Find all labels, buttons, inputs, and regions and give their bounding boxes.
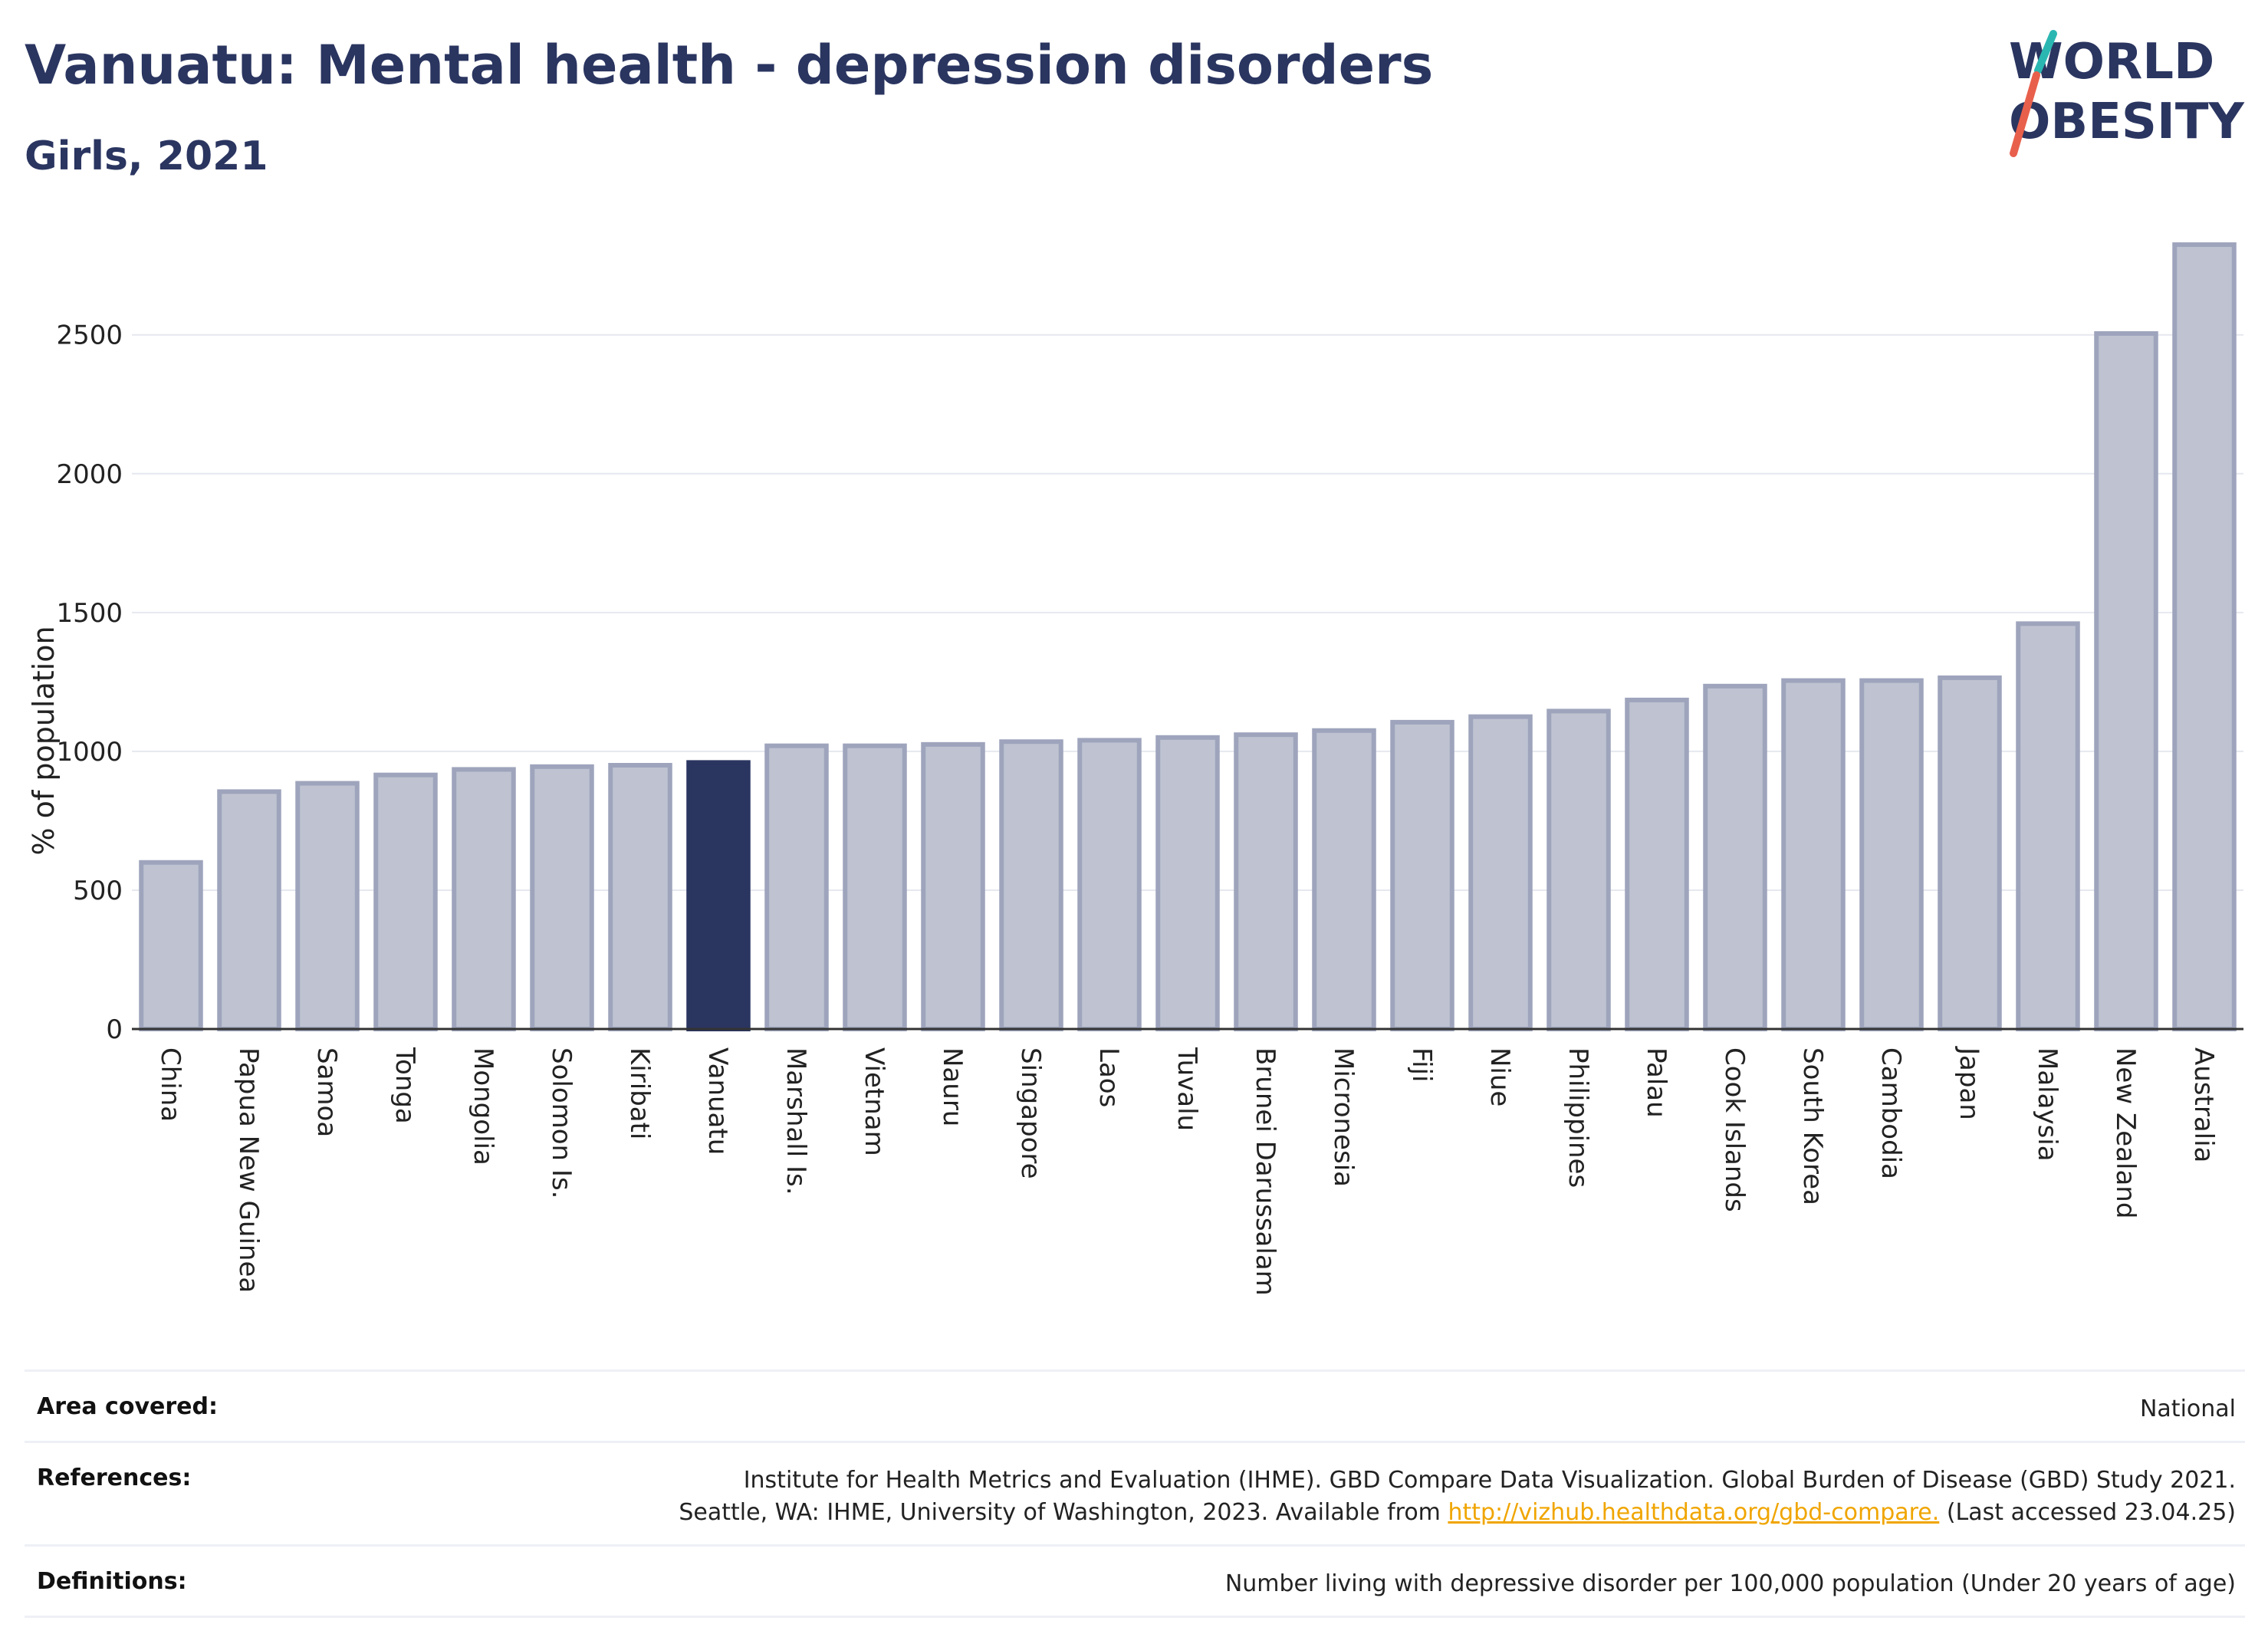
logo-slash-coral <box>2010 71 2040 157</box>
category-label: Philippines <box>1563 1047 1593 1188</box>
category-label: China <box>155 1047 186 1122</box>
bar-south-korea[interactable] <box>1781 678 1846 1032</box>
category-label: Micronesia <box>1328 1047 1359 1187</box>
bar-mongolia[interactable] <box>452 767 516 1031</box>
bar-cook-islands[interactable] <box>1703 683 1767 1031</box>
category-label: Cook Islands <box>1719 1047 1750 1212</box>
bar-singapore[interactable] <box>999 739 1063 1032</box>
references-line2-pre: Seattle, WA: IHME, University of Washing… <box>679 1499 1448 1526</box>
chart-title: Vanuatu: Mental health - depression diso… <box>25 34 1434 97</box>
bar-australia[interactable] <box>2172 242 2237 1032</box>
category-label: South Korea <box>1797 1047 1828 1205</box>
bar-solomon-is-[interactable] <box>530 764 594 1032</box>
category-label: Nauru <box>937 1047 968 1126</box>
bar-china[interactable] <box>139 860 203 1031</box>
bar-palau[interactable] <box>1625 697 1689 1031</box>
y-tick-labels: 0 500 1000 1500 2000 2500 <box>56 321 123 1045</box>
info-row-definitions: Definitions: Number living with depressi… <box>25 1544 2245 1618</box>
category-label: Samoa <box>311 1047 342 1137</box>
info-table: Area covered: National References: Insti… <box>25 1369 2245 1618</box>
references-link[interactable]: http://vizhub.healthdata.org/gbd-compare… <box>1448 1499 1940 1526</box>
bar-chart: 0 500 1000 1500 2000 2500 China Papua New Guin… <box>27 242 2243 1296</box>
world-obesity-logo: WORLD OBESITY <box>2009 30 2244 157</box>
bar-vanuatu[interactable] <box>686 760 751 1032</box>
bar-kiribati[interactable] <box>608 763 672 1031</box>
bar-nauru[interactable] <box>921 741 985 1031</box>
bar-new-zealand[interactable] <box>2094 330 2158 1031</box>
bar-brunei-darussalam[interactable] <box>1234 732 1298 1031</box>
category-label: Mongolia <box>468 1047 498 1165</box>
category-label: Malaysia <box>2032 1047 2063 1162</box>
y-tick-label: 1000 <box>56 737 123 768</box>
bar-tuvalu[interactable] <box>1155 735 1220 1032</box>
definitions-label: Definitions: <box>37 1568 187 1595</box>
bar-laos[interactable] <box>1077 738 1142 1031</box>
bar-japan[interactable] <box>1938 675 2002 1031</box>
y-tick-label: 1500 <box>56 598 123 629</box>
y-tick-label: 2500 <box>56 321 123 351</box>
logo-slash-teal <box>2034 30 2057 74</box>
info-row-references: References: Institute for Health Metrics… <box>25 1441 2245 1544</box>
category-label: Laos <box>1093 1047 1124 1107</box>
info-row-area: Area covered: National <box>25 1369 2245 1441</box>
category-label: Brunei Darussalam <box>1250 1047 1280 1296</box>
area-label: Area covered: <box>37 1393 218 1420</box>
category-label: Australia <box>2188 1047 2219 1162</box>
definitions-value: Number living with depressive disorder p… <box>1224 1570 2236 1597</box>
references-value: Institute for Health Metrics and Evaluat… <box>679 1465 2236 1529</box>
logo-line2: OBESITY <box>2009 94 2244 150</box>
bar-tonga[interactable] <box>373 772 438 1032</box>
category-label: Tuvalu <box>1172 1047 1202 1131</box>
references-label: References: <box>37 1465 192 1491</box>
category-label: Marshall Is. <box>781 1047 811 1195</box>
bar-marshall-is-[interactable] <box>764 743 829 1032</box>
category-label: Niue <box>1484 1047 1515 1106</box>
category-label: Cambodia <box>1875 1047 1906 1179</box>
category-label: Solomon Is. <box>546 1047 577 1198</box>
category-labels: China Papua New Guinea Samoa Tonga Mongolia S… <box>155 1046 2219 1296</box>
chart-subtitle: Girls, 2021 <box>25 133 268 179</box>
references-line2-post: (Last accessed 23.04.25) <box>1939 1499 2236 1526</box>
bar-vietnam[interactable] <box>843 743 907 1032</box>
y-tick-label: 0 <box>106 1014 123 1045</box>
category-label: Kiribati <box>624 1047 655 1139</box>
bar-philippines[interactable] <box>1547 709 1611 1031</box>
area-value: National <box>2139 1396 2236 1422</box>
bar-papua-new-guinea[interactable] <box>217 789 281 1032</box>
references-line1: Institute for Health Metrics and Evaluat… <box>743 1467 2236 1494</box>
category-label: Palau <box>1641 1047 1671 1118</box>
category-label: Fiji <box>1406 1047 1437 1082</box>
bar-cambodia[interactable] <box>1859 678 1924 1032</box>
bar-samoa[interactable] <box>295 781 360 1032</box>
y-tick-label: 2000 <box>56 459 123 490</box>
y-axis-label: % of population <box>27 626 61 855</box>
bars <box>139 242 2237 1032</box>
bar-malaysia[interactable] <box>2016 621 2080 1031</box>
category-label: Singapore <box>1015 1047 1046 1179</box>
category-label: Tonga <box>390 1047 420 1124</box>
category-label: Papua New Guinea <box>233 1047 264 1293</box>
category-label: Vanuatu <box>702 1047 733 1155</box>
y-tick-label: 500 <box>73 876 123 906</box>
bar-fiji[interactable] <box>1390 719 1454 1031</box>
bar-micronesia[interactable] <box>1312 728 1376 1031</box>
category-label: Japan <box>1954 1046 1984 1120</box>
bar-niue[interactable] <box>1468 714 1533 1031</box>
category-label: New Zealand <box>2110 1047 2141 1218</box>
category-label: Vietnam <box>859 1047 889 1156</box>
